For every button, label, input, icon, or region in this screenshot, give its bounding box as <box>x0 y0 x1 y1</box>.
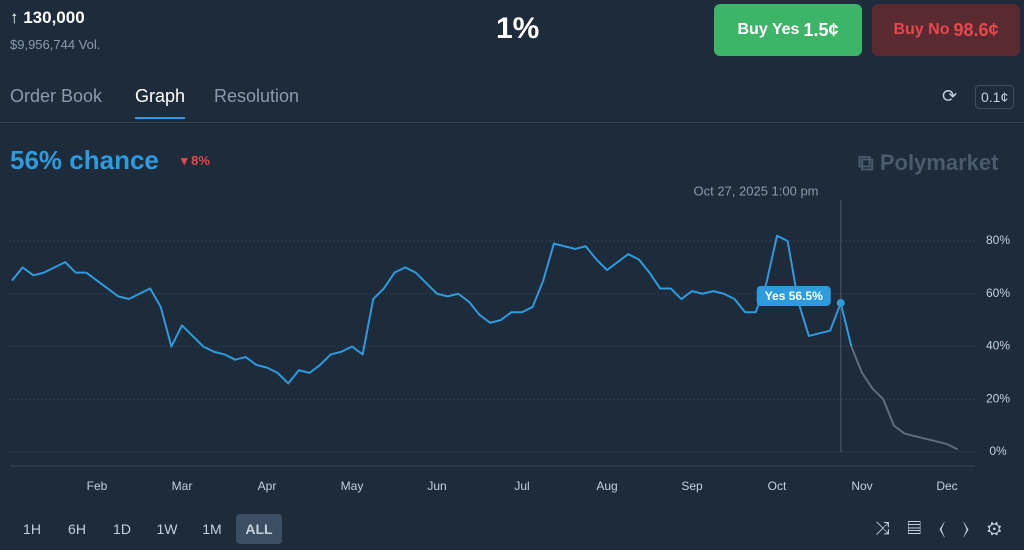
brand: ⧉ Polymarket <box>858 150 999 175</box>
price: 1% <box>496 12 540 45</box>
x-tick-label: May <box>341 479 364 493</box>
tab[interactable]: Order Book <box>10 86 103 106</box>
tab[interactable]: Resolution <box>214 86 300 106</box>
x-tick-label: Aug <box>596 479 617 493</box>
series-line <box>11 234 853 385</box>
tooltip-date: Oct 27, 2025 1:00 pm <box>693 183 818 198</box>
hover-dot <box>836 298 845 307</box>
x-tick-label: Feb <box>87 479 108 493</box>
brand-name: Polymarket <box>879 150 999 175</box>
tick-size[interactable]: 0.1¢ <box>975 85 1015 109</box>
divider <box>0 122 1024 123</box>
x-tick-label: Sep <box>681 479 703 493</box>
y-tick-label: 0% <box>989 444 1007 458</box>
range-button[interactable]: 1H <box>23 521 41 537</box>
target: ↑ 130,000 <box>10 8 85 27</box>
tooltip-box <box>756 285 831 306</box>
x-tick-label: Jul <box>514 479 529 493</box>
label: Buy No <box>893 21 950 38</box>
chance: 56% chance <box>10 145 159 175</box>
x-tick-label: Mar <box>172 479 193 493</box>
label: Buy Yes <box>737 21 800 38</box>
y-tick-label: 40% <box>986 339 1010 353</box>
price: 1.5¢ <box>803 19 839 40</box>
range-button[interactable]: 1M <box>202 521 222 537</box>
x-tick-label: Jun <box>427 479 446 493</box>
tab-active[interactable]: Graph <box>135 86 186 119</box>
volume: $9,956,744 Vol. <box>10 37 101 52</box>
x-tick-label: Oct <box>768 479 787 493</box>
y-tick-label: 80% <box>986 233 1010 247</box>
range-button[interactable]: 1D <box>113 521 131 537</box>
buy-yes-button[interactable]: Buy Yes 1.5¢ <box>714 4 862 56</box>
change-value: 8% <box>191 153 210 168</box>
y-tick-label: 60% <box>986 286 1010 300</box>
x-tick-label: Dec <box>936 479 957 493</box>
range-button[interactable]: 1W <box>156 521 178 537</box>
y-tick-label: 20% <box>986 391 1010 405</box>
tooltip-label: Yes 56.5% <box>765 289 823 303</box>
series-line <box>850 346 959 451</box>
toolbar-icons[interactable]: ⤨▤⟨⟩⚙ <box>875 518 1020 538</box>
price: 98.6¢ <box>953 19 999 40</box>
range-button[interactable]: 6H <box>68 521 86 537</box>
buy-no-button[interactable]: Buy No 98.6¢ <box>872 4 1020 56</box>
x-tick-label: Nov <box>851 479 872 493</box>
refresh-icon[interactable]: ⟳ <box>942 86 958 106</box>
change: ▾ 8% <box>181 153 210 168</box>
range-button[interactable]: ALL <box>236 514 282 544</box>
x-tick-label: Apr <box>258 479 277 493</box>
